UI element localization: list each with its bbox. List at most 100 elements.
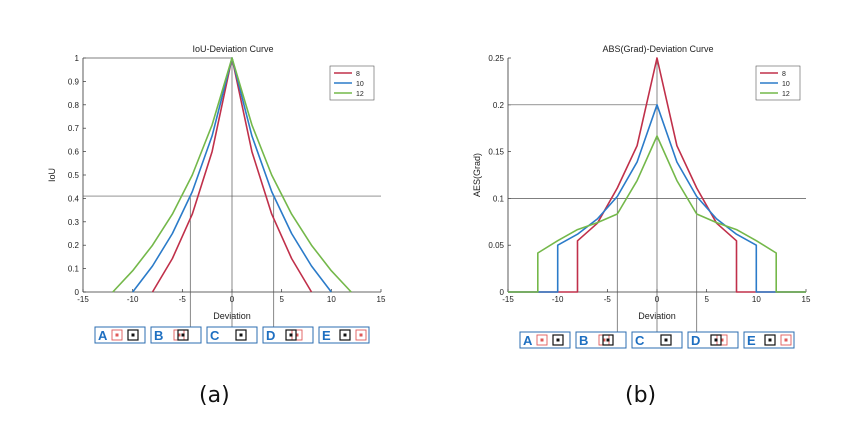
- panel-letter: E: [747, 333, 756, 348]
- box-prediction-center: [295, 333, 299, 337]
- panel-b: B: [150, 326, 202, 344]
- panel-a: A: [94, 326, 146, 344]
- box-prediction-center: [602, 338, 606, 342]
- y-tick-label: 0.9: [68, 77, 80, 86]
- x-tick-label: 10: [752, 295, 761, 304]
- y-tick-label: 0.4: [68, 194, 80, 203]
- y-tick-label: 0: [500, 288, 505, 297]
- box-prediction-center: [540, 338, 544, 342]
- x-tick-label: 15: [802, 295, 811, 304]
- panel-c: C: [631, 331, 683, 349]
- legend-label-10: 10: [356, 81, 364, 88]
- box-ground-truth: [177, 329, 189, 341]
- caption-b: (b): [625, 383, 657, 408]
- caption-a: (a): [199, 383, 230, 408]
- panel-frame: [631, 331, 683, 349]
- box-ground-truth: [127, 329, 139, 341]
- chart-title: ABS(Grad)-Deviation Curve: [602, 44, 713, 54]
- panel-frame: [94, 326, 146, 344]
- legend-label-10: 10: [782, 81, 790, 88]
- box-ground-truth: [710, 334, 722, 346]
- y-tick-label: 0.5: [68, 171, 80, 180]
- panel-d: D: [262, 326, 314, 344]
- box-ground-truth-center: [664, 338, 668, 342]
- panel-letter: B: [154, 328, 163, 343]
- x-tick-label: 5: [279, 295, 284, 304]
- box-ground-truth-center: [768, 338, 772, 342]
- y-tick-label: 0.7: [68, 124, 80, 133]
- panel-frame: [687, 331, 739, 349]
- chart-title: IoU-Deviation Curve: [192, 44, 273, 54]
- box-ground-truth: [235, 329, 247, 341]
- box-prediction: [111, 329, 123, 341]
- series-line-10: [508, 104, 806, 293]
- y-tick-label: 0: [75, 288, 80, 297]
- box-ground-truth-center: [131, 333, 135, 337]
- y-tick-label: 0.2: [493, 101, 505, 110]
- y-tick-label: 0.2: [68, 241, 80, 250]
- panel-e: E: [743, 331, 795, 349]
- box-ground-truth: [285, 329, 297, 341]
- x-tick-label: -15: [77, 295, 89, 304]
- box-prediction: [355, 329, 367, 341]
- box-prediction-center: [784, 338, 788, 342]
- box-ground-truth-center: [239, 333, 243, 337]
- legend-label-8: 8: [782, 71, 786, 78]
- y-tick-label: 0.3: [68, 218, 80, 227]
- panel-b: B: [575, 331, 627, 349]
- x-tick-label: 5: [704, 295, 709, 304]
- box-ground-truth: [552, 334, 564, 346]
- y-tick-label: 0.15: [488, 148, 504, 157]
- box-ground-truth-center: [714, 338, 718, 342]
- y-tick-label: 0.8: [68, 101, 80, 110]
- box-ground-truth-center: [289, 333, 293, 337]
- y-tick-label: 1: [75, 54, 80, 63]
- box-ground-truth-center: [181, 333, 185, 337]
- box-prediction-center: [359, 333, 363, 337]
- x-tick-label: 15: [377, 295, 386, 304]
- panel-frame: [206, 326, 258, 344]
- panel-c: C: [206, 326, 258, 344]
- panel-letter: C: [210, 328, 220, 343]
- panel-letter: E: [322, 328, 331, 343]
- box-prediction-center: [177, 333, 181, 337]
- x-tick-label: -10: [127, 295, 139, 304]
- x-tick-label: -5: [604, 295, 612, 304]
- panel-e: E: [318, 326, 370, 344]
- box-ground-truth-center: [556, 338, 560, 342]
- abs-grad-deviation-chart: ABS(Grad)-Deviation Curve 0 0.05 0.1 0.15 0.2…: [472, 44, 811, 349]
- y-tick-label: 0.1: [68, 265, 80, 274]
- box-ground-truth: [764, 334, 776, 346]
- panel-d: D: [687, 331, 739, 349]
- legend-label-12: 12: [782, 91, 790, 98]
- y-tick-label: 0.25: [488, 54, 504, 63]
- box-prediction: [780, 334, 792, 346]
- box-prediction-center: [720, 338, 724, 342]
- x-tick-label: 10: [327, 295, 336, 304]
- x-tick-label: -15: [502, 295, 514, 304]
- panel-letter: B: [579, 333, 588, 348]
- box-ground-truth-center: [606, 338, 610, 342]
- x-tick-label: -10: [552, 295, 564, 304]
- legend-label-8: 8: [356, 71, 360, 78]
- panel-letter: A: [98, 328, 108, 343]
- panel-letter: A: [523, 333, 533, 348]
- y-tick-label: 0.1: [493, 194, 505, 203]
- box-ground-truth: [660, 334, 672, 346]
- panel-letter: D: [266, 328, 275, 343]
- series-line-8: [508, 57, 806, 293]
- x-tick-label: -5: [179, 295, 187, 304]
- y-axis-label: IoU: [47, 168, 57, 182]
- legend-label-12: 12: [356, 91, 364, 98]
- series-line-12: [508, 135, 806, 293]
- y-tick-label: 0.6: [68, 148, 80, 157]
- iou-deviation-chart: IoU-Deviation Curve 0 0.1 0.2 0.3 0.4 0.5 0.6 0.…: [47, 44, 386, 344]
- y-tick-label: 0.05: [488, 241, 504, 250]
- box-prediction: [536, 334, 548, 346]
- panel-letter: C: [635, 333, 645, 348]
- series-line-12: [112, 57, 352, 293]
- y-axis-label: AES(Grad): [472, 153, 482, 197]
- panel-frame: [519, 331, 571, 349]
- box-ground-truth: [602, 334, 614, 346]
